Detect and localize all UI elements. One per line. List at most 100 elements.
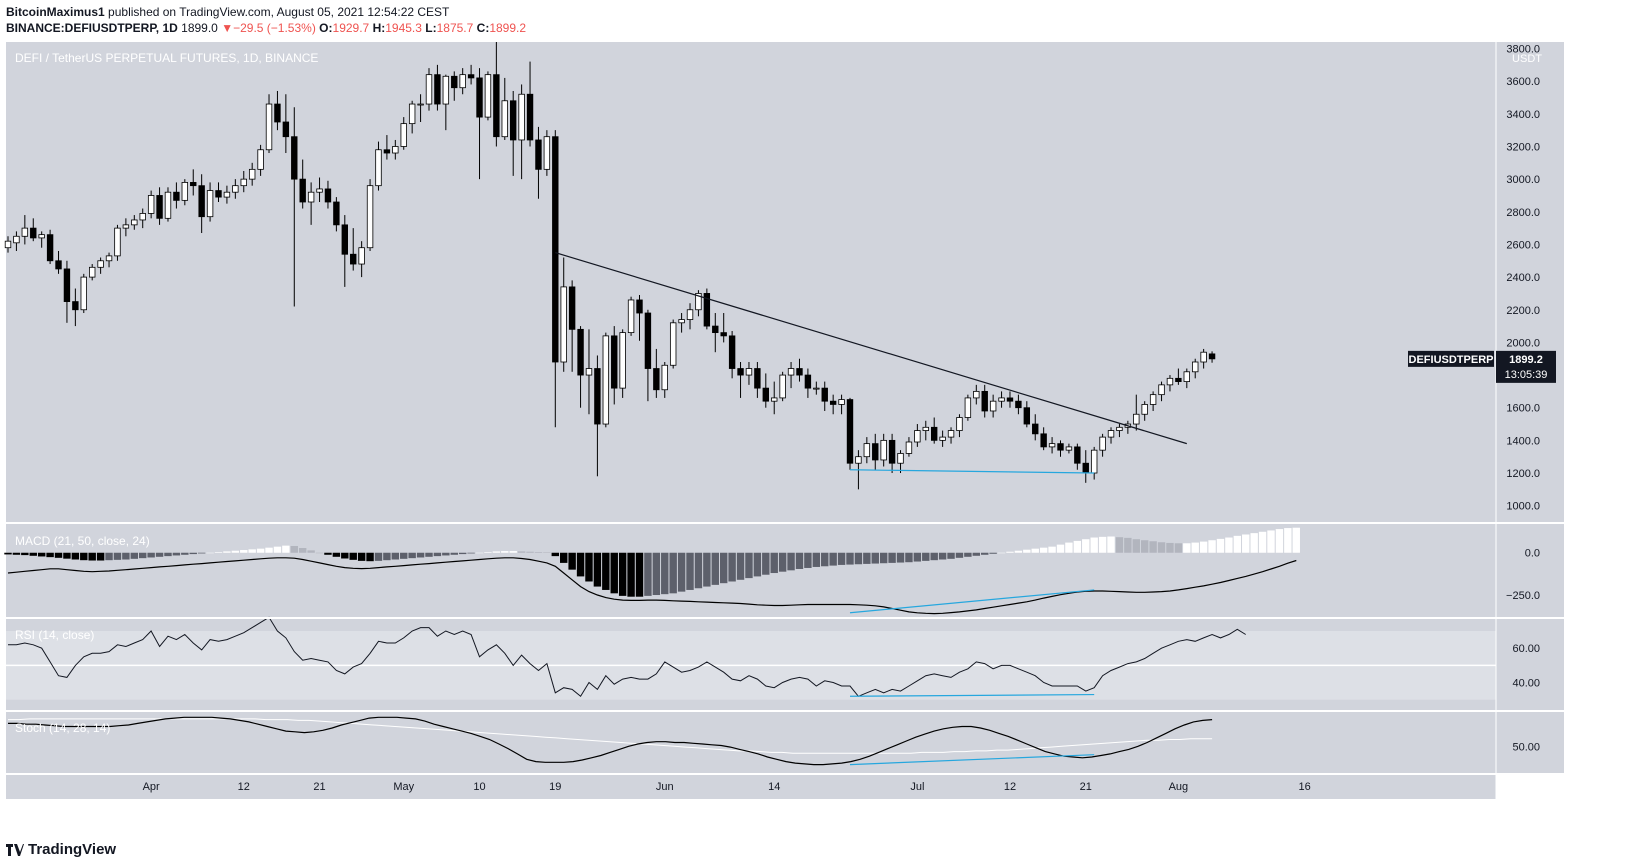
macd-bar xyxy=(787,552,795,571)
candle xyxy=(560,286,567,363)
candle xyxy=(1107,430,1115,438)
macd-bar xyxy=(543,552,551,553)
candle xyxy=(324,188,332,203)
macd-bar xyxy=(374,552,383,561)
macd-bar xyxy=(341,552,349,559)
macd-bar xyxy=(821,552,829,567)
price-tick-label: 1400.0 xyxy=(1506,435,1540,447)
macd-bar xyxy=(610,552,618,594)
publisher-name[interactable]: BitcoinMaximus1 xyxy=(6,5,105,19)
time-tick-label: Aug xyxy=(1169,781,1189,793)
candle xyxy=(291,136,298,180)
candle xyxy=(63,268,71,302)
candle xyxy=(1200,351,1207,363)
candle xyxy=(265,103,273,151)
macd-label: MACD (21, 50, close, 24) xyxy=(15,534,150,548)
candle xyxy=(1040,433,1047,448)
candle xyxy=(375,149,382,187)
candle xyxy=(350,253,357,265)
candle xyxy=(1090,449,1098,474)
candle xyxy=(1048,443,1056,448)
candle xyxy=(1149,394,1157,405)
macd-bar xyxy=(829,552,837,566)
macd-bar xyxy=(618,552,627,596)
candle xyxy=(38,234,45,239)
candle xyxy=(89,266,96,278)
candle xyxy=(1166,377,1174,386)
candle xyxy=(333,201,340,226)
macd-bar xyxy=(324,552,332,555)
macd-bar xyxy=(54,552,63,558)
candle xyxy=(914,430,921,443)
stoch-divergence-line xyxy=(849,754,1095,766)
candle xyxy=(80,276,87,311)
macd-bar xyxy=(972,552,981,556)
candle xyxy=(1057,443,1064,451)
candle xyxy=(459,74,466,89)
candle xyxy=(1141,404,1148,415)
candle xyxy=(4,240,12,249)
candle xyxy=(754,368,761,389)
symbol-label: DEFIUSDTPERP xyxy=(1409,354,1494,366)
candle xyxy=(248,168,256,180)
macd-bar xyxy=(315,552,324,554)
candle xyxy=(619,332,626,389)
currency-label: USDT xyxy=(1512,53,1542,65)
candle xyxy=(585,368,593,376)
tradingview-logo[interactable]: TradingView xyxy=(6,841,116,858)
candle xyxy=(114,227,121,257)
candle xyxy=(787,368,795,376)
candle xyxy=(156,195,163,219)
macd-bar xyxy=(517,551,526,553)
candle xyxy=(720,332,727,337)
macd-bar xyxy=(896,552,905,563)
time-tick-label: 21 xyxy=(1080,781,1092,793)
macd-bar xyxy=(71,552,80,560)
macd-bar xyxy=(383,552,391,561)
macd-bar xyxy=(804,552,812,568)
macd-bar xyxy=(349,552,357,560)
countdown-label: 13:05:39 xyxy=(1505,369,1548,381)
macd-bar xyxy=(492,551,501,553)
macd-bar xyxy=(1073,540,1082,553)
time-tick-label: Apr xyxy=(143,781,160,793)
time-tick-label: 16 xyxy=(1299,781,1311,793)
rsi-divergence-line xyxy=(849,693,1095,697)
candle xyxy=(417,103,424,106)
macd-bar xyxy=(745,552,753,579)
price-scale[interactable] xyxy=(1496,42,1564,773)
candle xyxy=(568,286,576,330)
macd-bar xyxy=(1149,541,1157,553)
macd-bar xyxy=(63,552,71,559)
candle xyxy=(922,426,929,431)
macd-bar xyxy=(846,552,854,565)
macd-bar xyxy=(484,552,492,553)
high-value: 1945.3 xyxy=(385,21,422,35)
candle xyxy=(13,235,20,244)
price-pane-bg xyxy=(6,42,1496,522)
candle xyxy=(274,103,281,123)
price-tick-label: 1600.0 xyxy=(1506,403,1540,415)
candle xyxy=(804,374,812,389)
macd-bar xyxy=(1006,551,1014,553)
candle xyxy=(1183,371,1190,382)
candle xyxy=(451,75,458,89)
price-chart[interactable]: 3800.0 3600.0 3400.0 3200.0 3000.0 2800.0 2600… xyxy=(0,42,1627,799)
macd-bar xyxy=(770,552,778,574)
macd-bar xyxy=(1090,537,1098,553)
candle xyxy=(931,426,938,441)
candle xyxy=(1208,353,1216,360)
time-scale[interactable] xyxy=(6,773,1496,799)
candle xyxy=(215,190,222,198)
macd-bar xyxy=(694,552,703,589)
macd-bar xyxy=(989,552,997,554)
macd-bar xyxy=(29,552,37,556)
chart-header: BitcoinMaximus1 published on TradingView… xyxy=(6,4,526,36)
candle xyxy=(131,219,138,226)
candle xyxy=(181,182,189,201)
close-label: C: xyxy=(476,21,490,35)
macd-bar xyxy=(871,552,879,564)
candle xyxy=(425,74,433,105)
candle xyxy=(779,374,786,399)
macd-bar xyxy=(627,552,635,597)
